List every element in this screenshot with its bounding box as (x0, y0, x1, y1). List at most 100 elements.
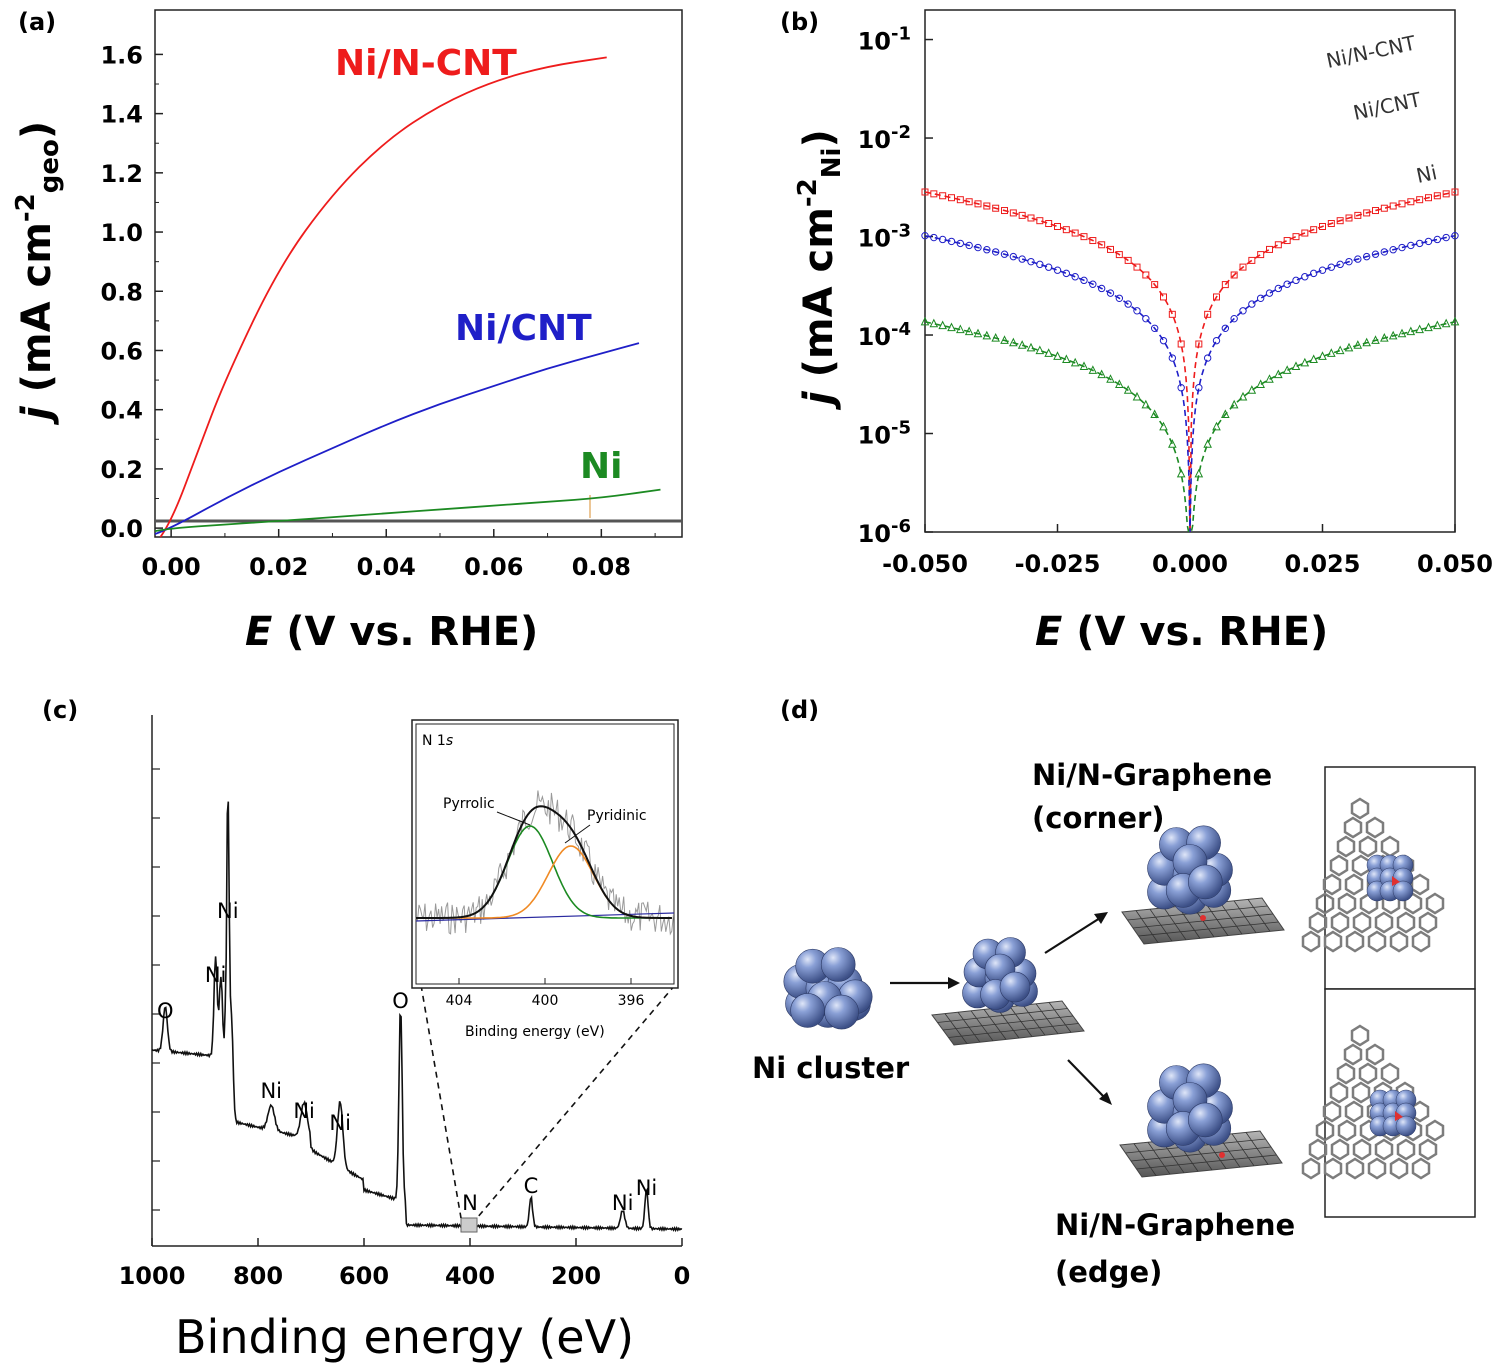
marker-ni-n-cnt (1345, 214, 1353, 222)
peak-label-o: O (392, 989, 409, 1013)
inset-pointer-pyridinic (564, 824, 591, 844)
marker-ni (1009, 337, 1018, 347)
graphene-ring (1396, 911, 1416, 934)
peak-label-ni: Ni (260, 1079, 282, 1103)
xtick-label: 0.000 (1152, 550, 1228, 578)
ytick-label: 10-5 (858, 418, 911, 450)
marker-ni (1335, 345, 1345, 355)
marker-ni-cnt (1097, 284, 1106, 293)
marker-ni (1062, 354, 1071, 364)
fit-line-ni-cnt (924, 234, 1456, 533)
marker-ni (1132, 391, 1142, 401)
graphene-bond (948, 1023, 1079, 1038)
marker-ni-n-cnt (983, 202, 991, 210)
xtick-label: 0.08 (572, 553, 631, 581)
marker-ni-n-cnt (1274, 241, 1282, 249)
marker-ni-n-cnt (1001, 207, 1008, 215)
graphene-ring (1301, 1157, 1321, 1180)
ni-cluster-model (783, 947, 873, 1030)
marker-ni (1000, 335, 1009, 344)
marker-ni-n-cnt (1062, 226, 1070, 234)
marker-ni-n-cnt (1168, 310, 1176, 318)
marker-ni-n-cnt (1089, 237, 1097, 245)
marker-ni-cnt (1256, 294, 1265, 302)
marker-ni-n-cnt (956, 196, 964, 204)
xtick-label: 0.00 (142, 553, 201, 581)
peak-label-ni: Ni (329, 1111, 351, 1135)
marker-ni (1362, 337, 1371, 347)
marker-ni (1380, 332, 1389, 342)
marker-ni-n-cnt (1398, 200, 1406, 208)
marker-ni (1247, 385, 1257, 394)
marker-ni-cnt (1150, 324, 1159, 332)
marker-ni-n-cnt (1336, 217, 1344, 225)
n-dopant-atom (1219, 1152, 1225, 1158)
marker-ni (1415, 324, 1424, 334)
marker-ni-n-cnt (1151, 281, 1159, 289)
marker-ni-cnt (1451, 231, 1459, 240)
graphene-ring (1389, 930, 1409, 953)
marker-ni-cnt (1000, 250, 1009, 258)
marker-ni (1123, 385, 1133, 394)
graphene-bond (1127, 905, 1268, 921)
marker-ni-cnt (1133, 307, 1141, 315)
plot-b-ylabel: j (mA cm-2Ni) (793, 129, 847, 411)
graphene-ring (1365, 816, 1385, 839)
marker-ni-cnt (965, 241, 973, 250)
inset-envelope-curve (416, 805, 672, 919)
graphene-ring (1329, 854, 1349, 877)
label-ni-ncnt-b: Ni/N-CNT (1324, 30, 1418, 72)
marker-ni-n-cnt (1266, 245, 1273, 253)
marker-ni-n-cnt (1372, 207, 1379, 215)
ytick-label: 0.0 (100, 515, 143, 543)
marker-ni-cnt (1345, 257, 1353, 266)
graphene-ring (1418, 1138, 1438, 1161)
ni-corner-model (1121, 825, 1285, 945)
marker-ni-cnt (1336, 260, 1344, 269)
marker-ni-cnt (1071, 273, 1079, 281)
fit-line-ni (924, 321, 1456, 533)
marker-ni (1450, 316, 1460, 326)
arrow-corner-head (1094, 912, 1108, 924)
xtick-label: 0.04 (357, 553, 416, 581)
n-dopant-atom (1392, 876, 1400, 886)
ni-atom (1395, 1115, 1417, 1137)
zoom-line-right (476, 984, 676, 1219)
marker-ni-cnt (1327, 263, 1336, 271)
marker-ni-cnt (1168, 354, 1177, 362)
marker-ni (947, 322, 956, 332)
marker-ni-n-cnt (1301, 229, 1309, 237)
marker-ni-cnt (1159, 336, 1168, 345)
marker-ni-cnt (1415, 239, 1424, 248)
ni-atom (820, 947, 856, 982)
marker-ni-n-cnt (1230, 271, 1238, 279)
marker-ni (1079, 361, 1089, 371)
marker-ni-cnt (1424, 237, 1433, 246)
marker-ni-cnt (1036, 260, 1044, 269)
graphene-ring (1336, 835, 1356, 858)
marker-ni (1229, 399, 1239, 409)
xtick-label: 0.025 (1285, 550, 1361, 578)
peak-label-ni: Ni (636, 1176, 658, 1200)
ni-atom (999, 971, 1031, 1003)
ni-atom (1392, 880, 1414, 902)
marker-ni (1070, 357, 1080, 367)
panel-label-a: (a) (18, 8, 56, 36)
plot-c-xticks: 1000 800 600 400 200 0 (119, 1238, 690, 1290)
marker-ni-cnt (1177, 384, 1185, 392)
graphene-ring (1344, 1100, 1364, 1123)
edge-label-line2: (edge) (1055, 1255, 1162, 1289)
marker-ni-n-cnt (1071, 229, 1079, 237)
plot-c-xlabel: Binding energy (eV) (175, 1310, 634, 1364)
xtick-label: -0.050 (882, 550, 968, 578)
ytick-label: 0.4 (100, 397, 143, 425)
inset-background (415, 912, 675, 922)
marker-ni (1406, 326, 1416, 336)
graphene-ring (1330, 1138, 1350, 1161)
xtick-label: 1000 (119, 1262, 186, 1290)
graphene-ring (1344, 873, 1364, 896)
marker-ni (1176, 468, 1186, 478)
inset-xlabel: Binding energy (eV) (465, 1024, 605, 1040)
corner-label-line1: Ni/N-Graphene (1032, 758, 1272, 792)
